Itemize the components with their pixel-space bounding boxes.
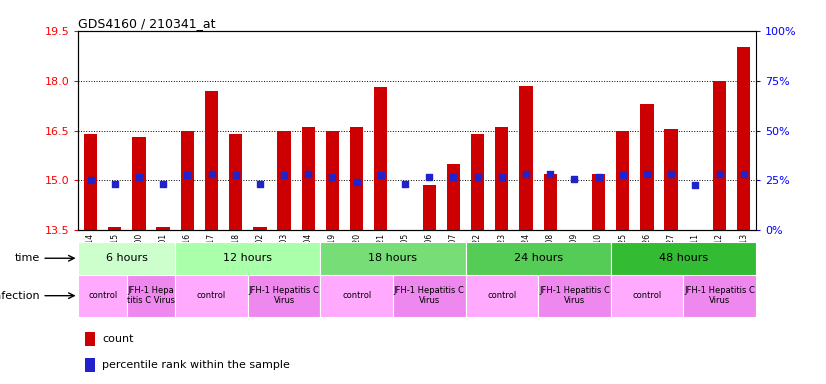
Bar <box>393 275 466 317</box>
Bar <box>254 227 267 230</box>
Bar <box>610 275 683 317</box>
Text: control: control <box>487 291 516 300</box>
Point <box>108 181 121 187</box>
Point <box>567 176 581 182</box>
Bar <box>78 275 127 317</box>
Bar <box>205 91 218 230</box>
Bar <box>156 227 170 230</box>
Bar <box>616 131 629 230</box>
Bar <box>610 242 756 275</box>
Point <box>713 171 726 177</box>
Text: 48 hours: 48 hours <box>658 253 708 263</box>
Bar <box>325 131 339 230</box>
Bar <box>127 275 175 317</box>
Bar <box>471 134 484 230</box>
Bar <box>447 164 460 230</box>
Bar <box>229 134 242 230</box>
Bar <box>520 86 533 230</box>
Bar <box>423 185 436 230</box>
Point <box>132 174 145 180</box>
Text: control: control <box>197 291 226 300</box>
Text: count: count <box>102 334 134 344</box>
Point <box>471 174 484 180</box>
Bar <box>495 127 509 230</box>
Bar <box>544 174 557 230</box>
Text: control: control <box>342 291 371 300</box>
Text: JFH-1 Hepatitis C
Virus: JFH-1 Hepatitis C Virus <box>394 286 465 305</box>
Text: control: control <box>88 291 117 300</box>
Bar <box>640 104 653 230</box>
Text: 6 hours: 6 hours <box>106 253 148 263</box>
Text: percentile rank within the sample: percentile rank within the sample <box>102 360 290 370</box>
Bar <box>108 227 121 230</box>
Text: 18 hours: 18 hours <box>368 253 417 263</box>
Bar <box>181 131 194 230</box>
Point <box>350 179 363 185</box>
Bar <box>301 127 315 230</box>
Point <box>520 171 533 177</box>
Point <box>544 171 557 177</box>
Point <box>84 177 97 184</box>
Point <box>447 174 460 180</box>
Bar <box>683 275 756 317</box>
Bar <box>175 242 320 275</box>
Bar <box>350 127 363 230</box>
Bar <box>320 242 466 275</box>
Bar <box>538 275 610 317</box>
Bar <box>713 81 726 230</box>
Point <box>737 171 750 177</box>
Bar <box>85 358 96 372</box>
Text: JFH-1 Hepatitis C
Virus: JFH-1 Hepatitis C Virus <box>539 286 610 305</box>
Point <box>689 182 702 189</box>
Point <box>278 172 291 179</box>
Point <box>496 174 509 180</box>
Text: 24 hours: 24 hours <box>514 253 563 263</box>
Bar <box>592 174 605 230</box>
Point <box>205 171 218 177</box>
Point <box>157 181 170 187</box>
Point <box>640 171 653 177</box>
Text: 12 hours: 12 hours <box>223 253 273 263</box>
Bar <box>374 87 387 230</box>
Bar <box>175 275 248 317</box>
Bar <box>737 47 750 230</box>
Bar <box>132 137 145 230</box>
Point <box>326 174 339 180</box>
Text: control: control <box>633 291 662 300</box>
Bar <box>466 275 538 317</box>
Point <box>616 172 629 179</box>
Bar <box>320 275 393 317</box>
Text: JFH-1 Hepa
titis C Virus: JFH-1 Hepa titis C Virus <box>127 286 175 305</box>
Text: JFH-1 Hepatitis C
Virus: JFH-1 Hepatitis C Virus <box>249 286 320 305</box>
Text: infection: infection <box>0 291 40 301</box>
Bar <box>78 242 175 275</box>
Point <box>374 172 387 179</box>
Bar <box>466 242 610 275</box>
Bar <box>567 230 581 237</box>
Point <box>229 172 242 179</box>
Bar <box>248 275 320 317</box>
Point <box>592 174 605 180</box>
Text: time: time <box>15 253 40 263</box>
Point <box>398 181 411 187</box>
Point <box>181 172 194 179</box>
Point <box>254 181 267 187</box>
Point <box>301 171 315 177</box>
Point <box>664 171 677 177</box>
Bar <box>84 134 97 230</box>
Bar <box>85 332 96 346</box>
Text: GDS4160 / 210341_at: GDS4160 / 210341_at <box>78 17 216 30</box>
Bar <box>664 129 678 230</box>
Bar <box>278 131 291 230</box>
Text: JFH-1 Hepatitis C
Virus: JFH-1 Hepatitis C Virus <box>684 286 755 305</box>
Point <box>423 174 436 180</box>
